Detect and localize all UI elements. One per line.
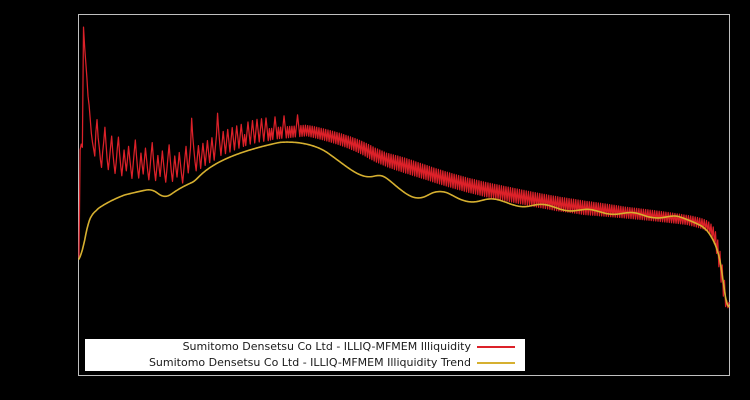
legend-label-illiquidity-trend: Sumitomo Densetsu Co Ltd - ILLIQ-MFMEM I… <box>148 356 471 369</box>
legend-label-illiquidity: Sumitomo Densetsu Co Ltd - ILLIQ-MFMEM I… <box>182 340 471 353</box>
plot-frame-border <box>78 14 730 376</box>
series-line-illiquidity-trend <box>78 141 730 308</box>
legend-entry-illiquidity: Sumitomo Densetsu Co Ltd - ILLIQ-MFMEM I… <box>85 339 525 355</box>
legend-swatch-illiquidity <box>477 346 515 348</box>
series-line-illiquidity <box>78 26 730 309</box>
series-layer <box>78 26 730 309</box>
legend-entry-illiquidity-trend: Sumitomo Densetsu Co Ltd - ILLIQ-MFMEM I… <box>85 355 525 371</box>
chart-legend: Sumitomo Densetsu Co Ltd - ILLIQ-MFMEM I… <box>85 339 525 371</box>
legend-swatch-illiquidity-trend <box>477 362 515 364</box>
